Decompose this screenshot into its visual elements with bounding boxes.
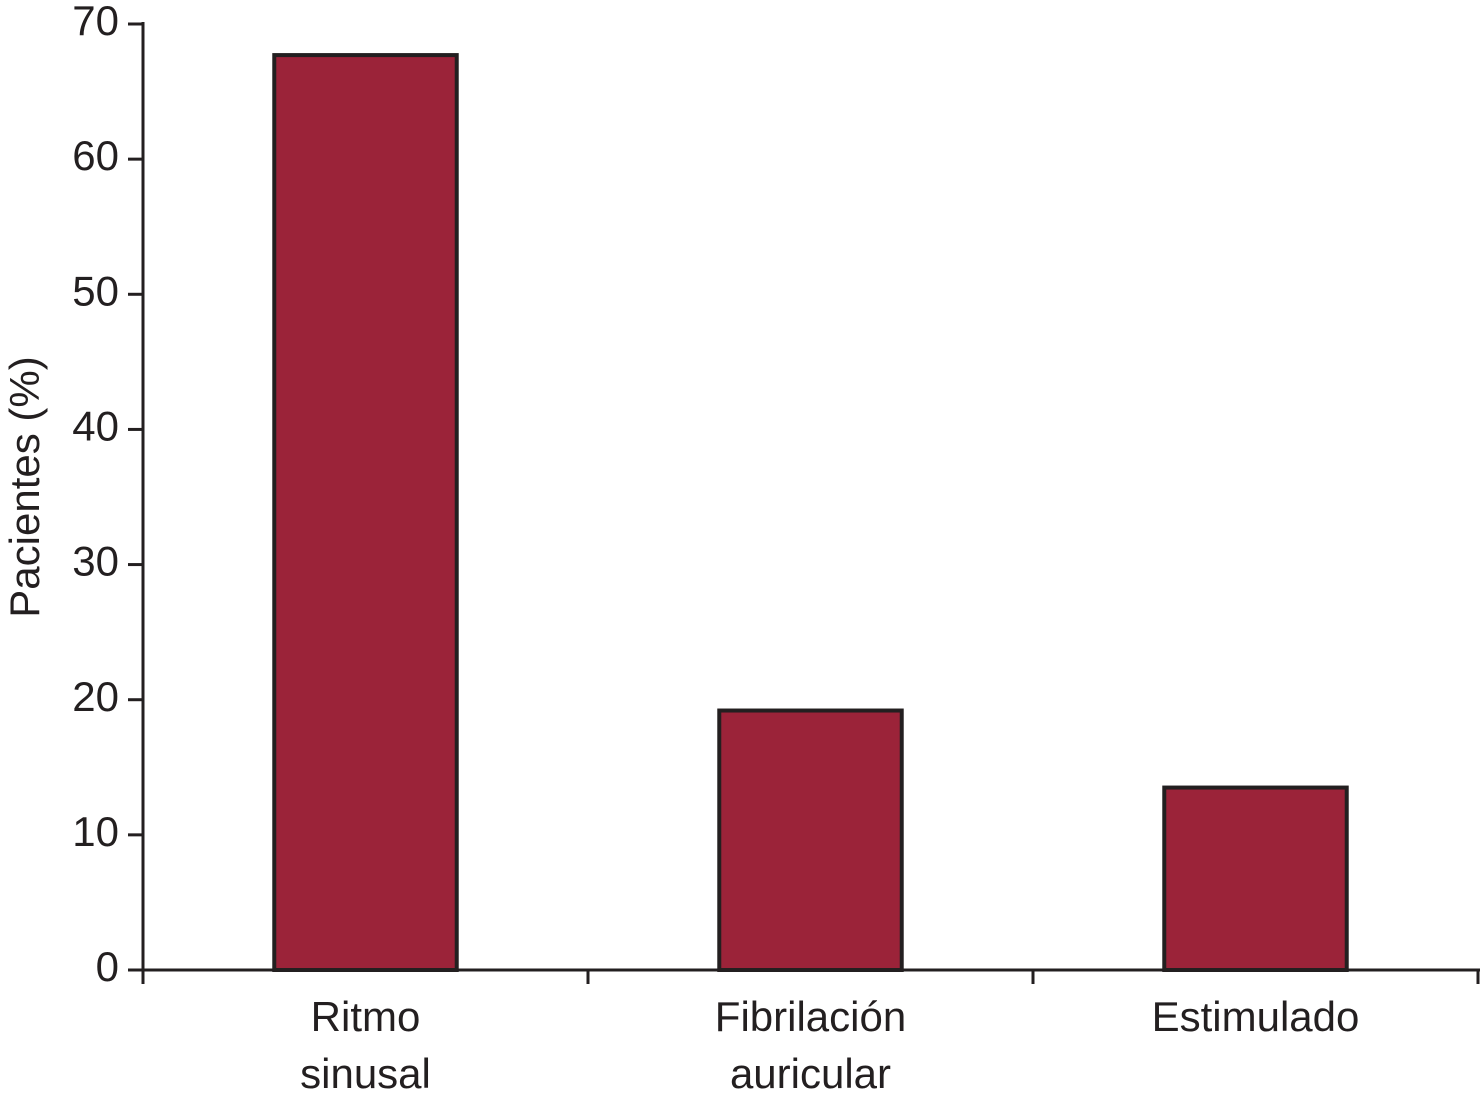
x-tick-label: Estimulado — [1152, 993, 1360, 1040]
y-tick-label: 0 — [96, 943, 119, 990]
y-tick-label: 70 — [72, 0, 119, 44]
y-tick-label: 20 — [72, 673, 119, 720]
x-tick-label-line: Ritmo — [311, 993, 421, 1040]
x-tick-label-line: Fibrilación — [715, 993, 906, 1040]
x-tick-label-line: Estimulado — [1152, 993, 1360, 1040]
bar — [1162, 785, 1349, 972]
y-tick-label: 30 — [72, 538, 119, 585]
y-axis-label: Pacientes (%) — [1, 356, 48, 617]
x-tick-label: Ritmo sinusal — [300, 993, 431, 1097]
y-tick-label: 10 — [72, 808, 119, 855]
y-tick-label: 60 — [72, 132, 119, 179]
bar — [717, 708, 904, 972]
bar — [272, 53, 459, 972]
x-tick-label-line: sinusal — [300, 1050, 431, 1097]
x-tick-label: Fibrilación auricular — [715, 993, 906, 1097]
x-tick-label-line: auricular — [730, 1050, 891, 1097]
y-tick-label: 40 — [72, 403, 119, 450]
y-tick-label: 50 — [72, 267, 119, 314]
